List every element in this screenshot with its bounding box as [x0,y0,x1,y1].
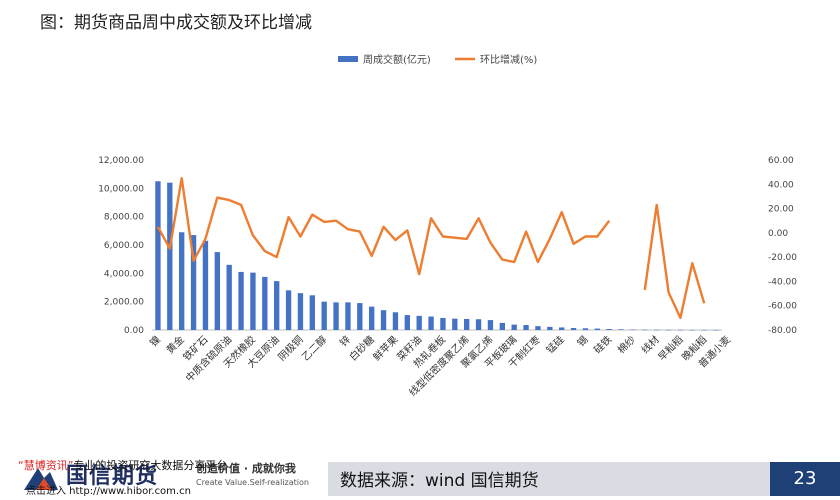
right-axis-tick: -40.00 [768,277,797,287]
x-axis-label: 镍 [147,333,163,349]
bar [202,240,209,330]
bar [511,324,517,330]
bar [570,328,577,330]
bar [333,302,339,330]
bar [523,325,529,330]
bar [606,329,612,330]
bar [155,181,161,330]
bar [262,276,268,330]
x-axis-label: 锡 [574,333,590,349]
watermark-text: 专业的投资研究大数据分享平台 [73,459,228,472]
x-axis-label: 早籼稻 [655,333,685,363]
right-axis-tick: -60.00 [768,302,797,312]
x-axis-label: 棉纱 [615,333,638,356]
bar [345,302,351,330]
bar [250,272,256,330]
right-axis-tick: -20.00 [768,253,797,263]
bar [642,329,648,331]
bar [167,182,173,330]
logo-slogan-cn: 创造价值 · 成就你我 [196,462,296,475]
x-axis-label: 阴极铜 [275,333,305,363]
left-axis-tick: 12,000.00 [98,156,144,166]
bar [464,318,470,330]
chart-plot: 12,000.00 10,000.00 8,000.00 6,000.00 4,000.… [98,53,797,399]
bar [689,329,695,331]
bar [369,306,375,330]
logo-mark-icon [24,468,58,490]
bar [190,235,197,330]
left-axis-tick: 8,000.00 [104,213,144,223]
bar [665,329,672,331]
chart-title: 图：期货商品周中成交额及环比增减 [40,13,312,33]
legend-bar-label: 周成交额(亿元) [363,53,431,66]
bar [487,320,494,330]
bar [594,328,600,330]
bar [452,318,458,330]
bar [475,319,482,330]
line-series-segment [643,203,706,320]
bar [380,310,387,330]
bar [274,281,280,330]
right-axis-tick: 0.00 [768,229,788,239]
x-axis-label: 鲜苹果 [370,333,400,363]
x-axis-label: 硅铁 [591,333,614,356]
bar [404,315,410,330]
bar [238,271,244,330]
left-axis-tick: 10,000.00 [98,184,144,194]
bar [285,290,292,330]
left-axis-tick: 6,000.00 [104,241,144,251]
bar [713,329,719,331]
bar [214,252,220,330]
right-axis-tick: 60.00 [768,156,794,166]
bar [499,322,505,330]
bar [440,317,446,330]
bar [547,326,553,330]
logo-slogan-en: Create Value.Self-realization [196,478,309,487]
bar [535,326,541,330]
x-axis-label: 锰硅 [543,333,566,356]
watermark-highlight: “慧博资讯” [18,459,74,472]
page-number: 23 [770,462,840,496]
bar [701,329,707,331]
x-axis-label: 锌 [337,333,353,349]
right-axis-tick: 40.00 [768,180,794,190]
bar [392,312,399,330]
x-axis-label: 乙二醇 [299,333,329,363]
bar [630,329,636,331]
bar [428,316,434,330]
watermark-link[interactable]: 点击进入 http://www.hibor.com.cn [26,486,191,497]
x-axis-label: 白砂糖 [346,333,376,363]
bar [416,315,422,330]
bar [226,264,232,330]
bar [582,328,589,330]
logo-text: 国信期货 [66,463,159,489]
left-axis-tick: 0.00 [124,326,144,336]
bar [677,329,684,331]
watermark-line1: “慧博资讯”专业的投资研究大数据分享平台 [18,457,227,473]
data-source: 数据来源：wind 国信期货 [340,471,539,491]
company-logo: 国信期货 创造价值 · 成就你我 Create Value.Self-reali… [18,456,318,496]
bar [654,329,660,331]
legend-line-label: 环比增减(%) [480,53,537,66]
bar [297,293,304,330]
bar [179,232,185,330]
bar [618,329,624,330]
footer-bar [328,462,840,496]
bar [559,327,565,330]
right-axis-tick: -80.00 [768,326,797,336]
legend-bar-swatch [338,56,358,62]
line-series-segment [156,176,611,276]
left-axis-tick: 2,000.00 [104,298,144,308]
bar [309,295,315,330]
bar [321,301,327,330]
bar [357,303,363,330]
left-axis-tick: 4,000.00 [104,269,144,279]
right-axis-tick: 20.00 [768,205,794,215]
